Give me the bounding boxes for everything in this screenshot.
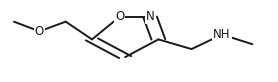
Text: N: N (146, 10, 155, 23)
Text: NH: NH (213, 28, 231, 41)
Text: O: O (35, 25, 44, 38)
Text: O: O (115, 10, 124, 23)
